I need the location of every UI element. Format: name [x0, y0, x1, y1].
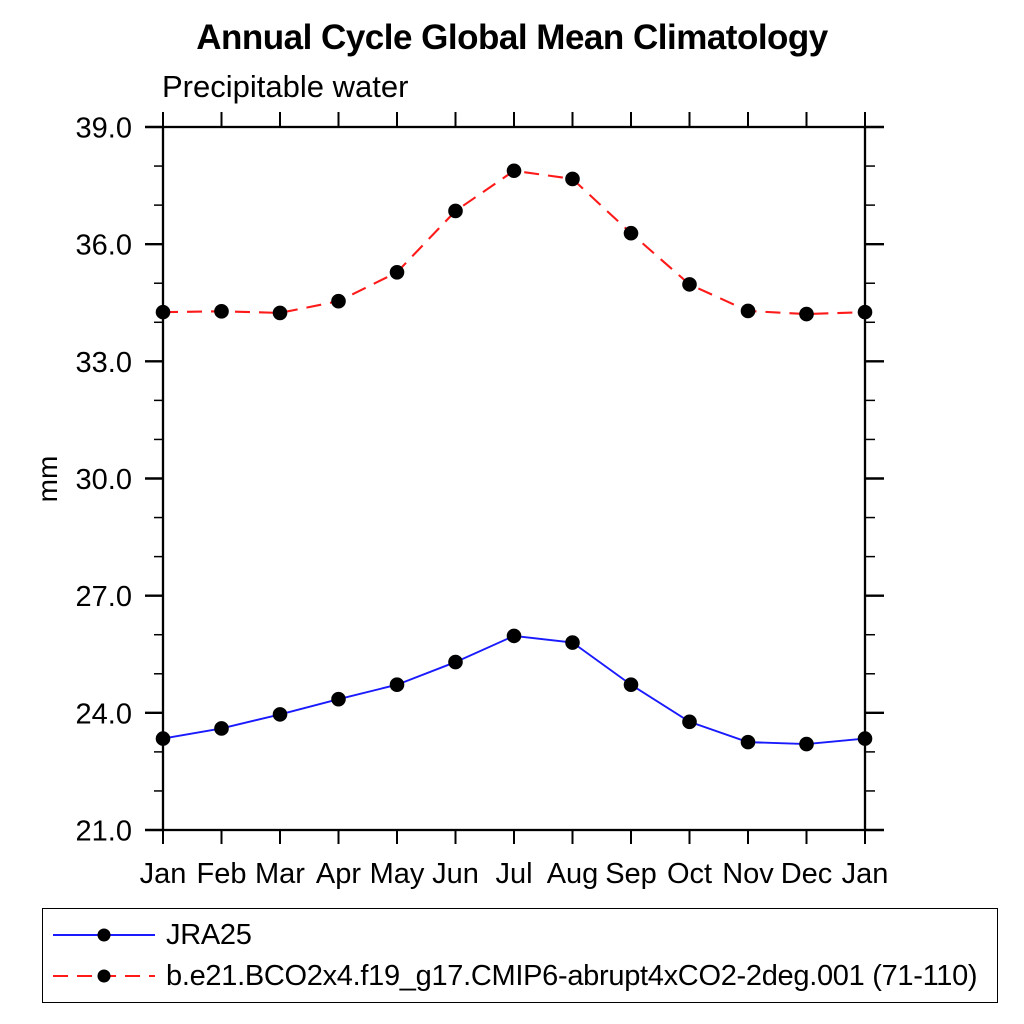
- y-tick-label: 33.0: [76, 347, 132, 379]
- x-tick-label: Jun: [432, 858, 479, 890]
- data-point-marker: [155, 304, 171, 320]
- legend-item-0: JRA25: [43, 915, 997, 956]
- data-point-marker: [740, 303, 756, 319]
- x-tick-label: Sep: [605, 858, 657, 890]
- legend-key-marker: [97, 969, 111, 983]
- data-point-marker: [331, 293, 346, 309]
- plot-frame: [161, 125, 867, 832]
- x-tick-label: Jan: [140, 858, 187, 890]
- x-tick-label: Dec: [781, 858, 833, 890]
- data-point-marker: [448, 203, 463, 219]
- data-point-marker: [272, 707, 288, 722]
- data-point-marker: [389, 677, 405, 693]
- data-point-marker: [155, 731, 171, 746]
- legend-label-1: b.e21.BCO2x4.f19_g17.CMIP6-abrupt4xCO2-2…: [166, 959, 978, 992]
- y-tick-label: 24.0: [76, 698, 132, 730]
- x-tick-label: Mar: [255, 858, 305, 890]
- x-axis-tick-labels: Jan Feb Mar Apr May Jun Jul Aug Sep Oct Nov Dec Jan: [140, 858, 889, 890]
- x-tick-label: Nov: [722, 858, 774, 890]
- y-tick-label: 39.0: [76, 112, 132, 144]
- data-point-marker: [389, 264, 405, 280]
- chart-title: Annual Cycle Global Mean Climatology: [196, 18, 828, 57]
- x-tick-label: Oct: [667, 858, 712, 890]
- data-point-marker: [682, 277, 697, 292]
- data-point-marker: [272, 305, 288, 321]
- data-point-marker: [623, 677, 639, 693]
- y-tick-label: 30.0: [76, 464, 132, 496]
- data-point-marker: [799, 736, 814, 752]
- legend-item-1: b.e21.BCO2x4.f19_g17.CMIP6-abrupt4xCO2-2…: [43, 956, 997, 997]
- x-axis-ticks: [162, 112, 866, 844]
- series-jra25: [155, 628, 873, 752]
- data-point-marker: [565, 171, 580, 187]
- x-tick-label: Jul: [495, 858, 532, 890]
- data-point-marker: [448, 654, 463, 670]
- data-point-marker: [331, 691, 346, 707]
- series-line: [162, 634, 866, 746]
- y-axis-tick-labels: 21.0 24.0 27.0 30.0 33.0 36.0 39.0: [76, 112, 132, 847]
- x-tick-label: Apr: [316, 858, 361, 890]
- data-point-marker: [565, 635, 580, 650]
- series-line: [162, 169, 866, 316]
- data-point-marker: [682, 714, 697, 730]
- x-tick-label: May: [370, 858, 425, 890]
- data-point-marker: [857, 304, 873, 320]
- y-tick-label: 36.0: [76, 230, 132, 262]
- data-point-marker: [623, 225, 639, 241]
- legend-box: JRA25 b.e21.BCO2x4.f19_g17.CMIP6-abrupt4…: [42, 908, 998, 1003]
- legend-key-dashed-line-icon: [53, 969, 155, 983]
- y-tick-label: 21.0: [76, 815, 132, 847]
- data-point-marker: [214, 304, 229, 319]
- data-point-marker: [740, 734, 756, 750]
- data-point-marker: [506, 163, 522, 179]
- data-point-marker: [506, 628, 522, 644]
- y-tick-label: 27.0: [76, 581, 132, 613]
- legend-key-marker: [97, 928, 111, 942]
- series-model: [155, 163, 873, 322]
- y-axis-ticks: [145, 125, 884, 832]
- x-tick-label: Feb: [197, 858, 247, 890]
- legend-label-0: JRA25: [166, 918, 252, 951]
- x-tick-label: Aug: [547, 858, 599, 890]
- data-point-marker: [799, 306, 814, 322]
- data-point-marker: [857, 731, 873, 746]
- legend-key-solid-line-icon: [53, 928, 155, 942]
- x-tick-label: Jan: [842, 858, 889, 890]
- data-point-marker: [214, 721, 229, 736]
- chart-subtitle: Precipitable water: [162, 69, 409, 104]
